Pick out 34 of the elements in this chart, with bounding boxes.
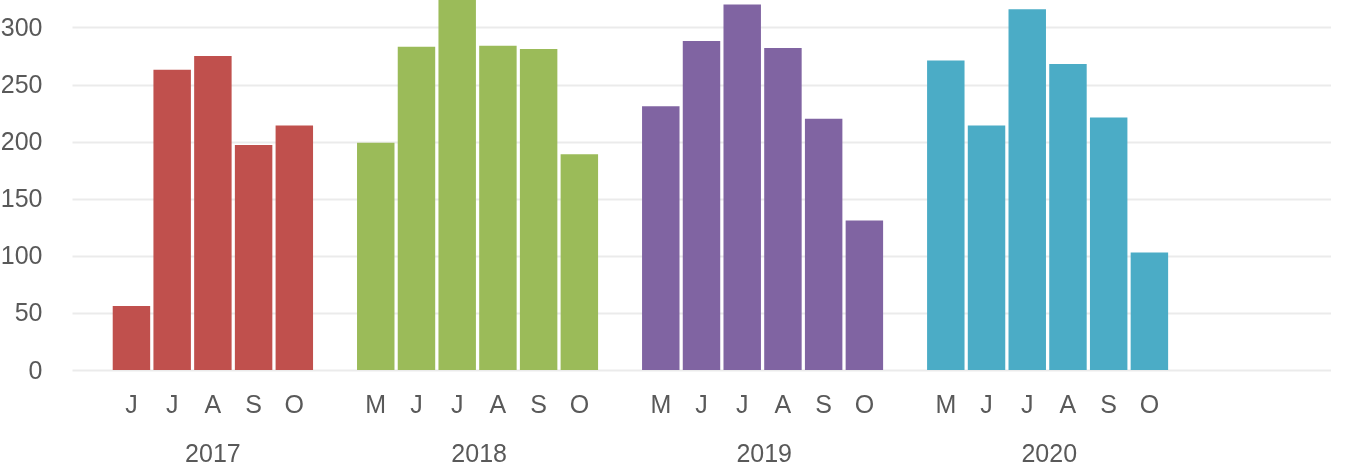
x-tick-label: J <box>1020 389 1034 418</box>
x-tick-label: O <box>1139 389 1160 418</box>
y-tick-label: 300 <box>0 12 43 41</box>
x-tick-label: J <box>695 389 708 418</box>
x-tick-label: S <box>530 389 547 418</box>
x-tick-label: J <box>450 389 464 418</box>
text: 2018 <box>451 439 507 466</box>
x-tick-label: A <box>489 389 507 418</box>
x-tick-label: M <box>365 389 387 418</box>
x-tick-label: A <box>204 389 222 418</box>
y-tick-label: 50 <box>14 298 43 327</box>
x-tick-label: M <box>650 389 672 418</box>
x-tick-label: J <box>735 389 749 418</box>
x-tick-label: S <box>815 389 832 418</box>
x-tick-label: S <box>1100 389 1118 418</box>
x-tick-label: S <box>245 389 262 418</box>
x-tick-label: J <box>165 389 179 418</box>
text: 2017 <box>185 439 241 466</box>
x-tick-label: M <box>935 389 957 418</box>
text: 2019 <box>736 439 793 466</box>
x-tick-label: J <box>125 389 138 418</box>
x-tick-label: J <box>410 389 423 418</box>
x-tick-label: O <box>284 389 305 418</box>
x-tick-label: A <box>774 389 792 418</box>
y-tick-label: 0 <box>28 355 43 384</box>
x-tick-label: O <box>854 389 875 418</box>
y-tick-label: 250 <box>0 70 43 99</box>
y-tick-label: 100 <box>0 241 43 270</box>
text: 2020 <box>1021 439 1078 466</box>
x-tick-label: A <box>1059 389 1077 418</box>
y-tick-label: 150 <box>0 184 43 213</box>
x-tick-label: J <box>980 389 993 418</box>
x-tick-label: O <box>569 389 590 418</box>
y-tick-label: 200 <box>0 127 43 156</box>
